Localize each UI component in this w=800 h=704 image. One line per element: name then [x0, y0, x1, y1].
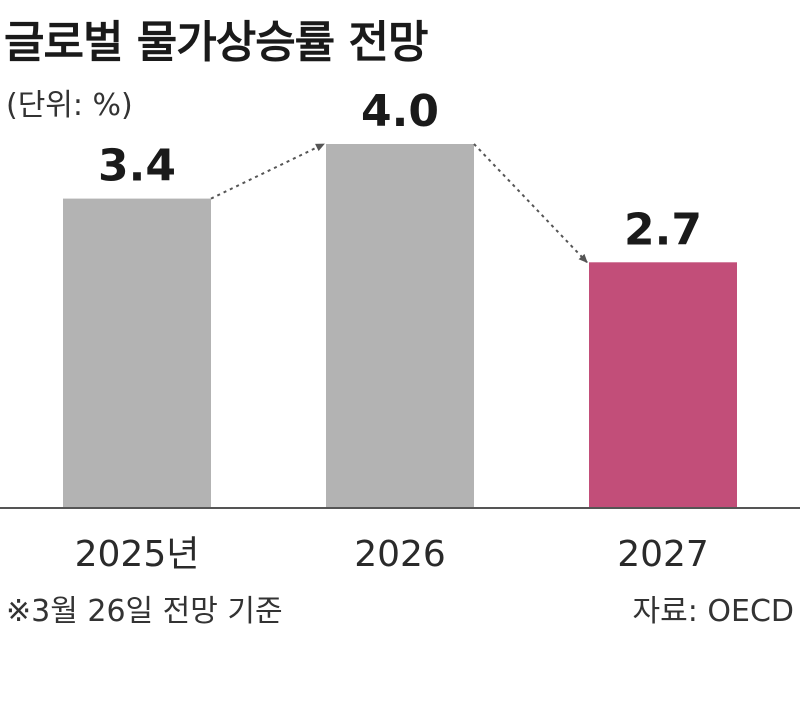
category-label-3: 2027	[617, 534, 709, 575]
chart-title: 글로벌 물가상승률 전망	[4, 17, 428, 68]
category-label-1: 2025년	[75, 534, 200, 575]
trend-arrow-1	[210, 143, 325, 200]
footnote: ※3월 26일 전망 기준	[6, 594, 283, 629]
value-label-2: 4.0	[361, 86, 439, 137]
unit-label: (단위: %)	[6, 88, 133, 123]
bar-2	[326, 144, 474, 508]
category-label-2: 2026	[354, 534, 446, 575]
bar-3	[589, 262, 737, 508]
trend-arrow-2	[473, 143, 588, 264]
value-label-1: 3.4	[98, 141, 176, 192]
bar-1	[63, 198, 211, 508]
source-label: 자료: OECD	[632, 594, 794, 629]
value-label-3: 2.7	[624, 204, 702, 255]
